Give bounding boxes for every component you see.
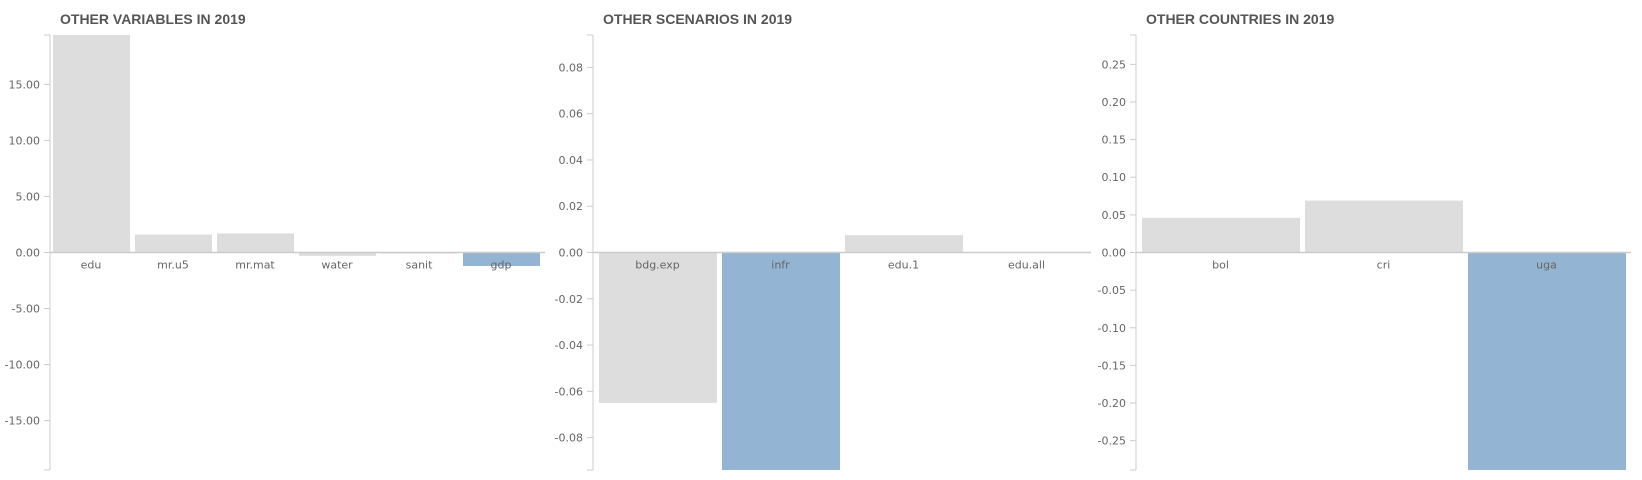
y-tick-label: 0.25	[1102, 58, 1127, 71]
y-tick-label: 0.20	[1102, 96, 1127, 109]
y-tick-label: -0.05	[1098, 284, 1126, 297]
y-tick-label: 0.08	[559, 61, 584, 74]
y-tick-label: -0.04	[555, 339, 583, 352]
bar-chart-scenarios: 0.08 0.06 0.04 0.02 0.00 -0.02 -0.04 -0.06 -0.08…	[555, 34, 1091, 471]
x-category-label: bdg.exp	[635, 259, 680, 272]
y-tick-label: -0.08	[555, 432, 583, 445]
y-tick-label: 0.00	[559, 247, 584, 260]
y-tick-label: -0.06	[555, 385, 583, 398]
chart-panel-countries: OTHER COUNTRIES IN 2019 0.25 0.20 0.15 0.10…	[1098, 0, 1642, 480]
y-tick-label: 0.04	[559, 154, 584, 167]
chart-panel-scenarios: OTHER SCENARIOS IN 2019 0.08 0.06 0.04 0.02…	[555, 0, 1113, 480]
chart-title: OTHER COUNTRIES IN 2019	[1146, 11, 1335, 27]
bar-chart-countries: 0.25 0.20 0.15 0.10 0.05 0.00 -0.05 -0.10 -0.15 -…	[1098, 34, 1631, 471]
y-tick-label: -0.10	[1098, 322, 1126, 335]
bar-edu	[53, 35, 130, 253]
x-category-label: edu	[81, 259, 102, 272]
x-category-label: bol	[1212, 259, 1229, 272]
bar-mr-mat	[217, 233, 294, 253]
y-tick-label: 0.05	[1102, 209, 1127, 222]
bar-cri	[1305, 200, 1463, 253]
bar-water	[299, 252, 376, 256]
x-category-label: water	[321, 259, 353, 272]
y-tick-label: 10.00	[9, 134, 41, 147]
y-tick-label: 15.00	[9, 78, 41, 91]
chart-title: OTHER VARIABLES IN 2019	[60, 11, 246, 27]
bar-gdp	[463, 252, 540, 266]
x-category-label: cri	[1377, 259, 1391, 272]
x-category-label: sanit	[406, 259, 433, 272]
x-category-label: edu.all	[1008, 259, 1045, 272]
bar-bol	[1142, 217, 1300, 253]
y-tick-label: -5.00	[12, 303, 40, 316]
bar-edu-1	[845, 235, 963, 253]
bar-mr-u5	[135, 234, 212, 253]
y-tick-label: 0.10	[1102, 171, 1127, 184]
chart-title: OTHER SCENARIOS IN 2019	[603, 11, 793, 27]
y-tick-label: 0.00	[16, 247, 41, 260]
y-tick-label: -0.20	[1098, 397, 1126, 410]
chart-panel-variables: OTHER VARIABLES IN 2019 15.00 10.00 5.00 0.…	[5, 0, 570, 480]
bar-bdg-exp	[599, 252, 717, 403]
bar-infr	[722, 252, 840, 470]
y-tick-label: -0.25	[1098, 435, 1126, 448]
x-category-label: mr.u5	[157, 259, 189, 272]
x-category-label: edu.1	[888, 259, 919, 272]
bar-uga	[1468, 252, 1626, 470]
y-tick-label: 0.00	[1102, 247, 1127, 260]
x-category-label: uga	[1536, 259, 1557, 272]
x-category-label: mr.mat	[235, 259, 275, 272]
y-tick-label: -15.00	[5, 415, 40, 428]
x-category-label: infr	[771, 259, 790, 272]
bar-chart-variables: 15.00 10.00 5.00 0.00 -5.00 -10.00 -15.00 edu mr…	[5, 34, 545, 471]
y-tick-label: -0.15	[1098, 359, 1126, 372]
y-tick-label: 5.00	[16, 190, 41, 203]
y-tick-label: 0.15	[1102, 134, 1127, 147]
y-tick-label: 0.06	[559, 108, 584, 121]
y-tick-label: -0.02	[555, 293, 583, 306]
y-tick-label: -10.00	[5, 359, 40, 372]
x-category-label: gdp	[491, 259, 512, 272]
y-tick-label: 0.02	[559, 200, 584, 213]
